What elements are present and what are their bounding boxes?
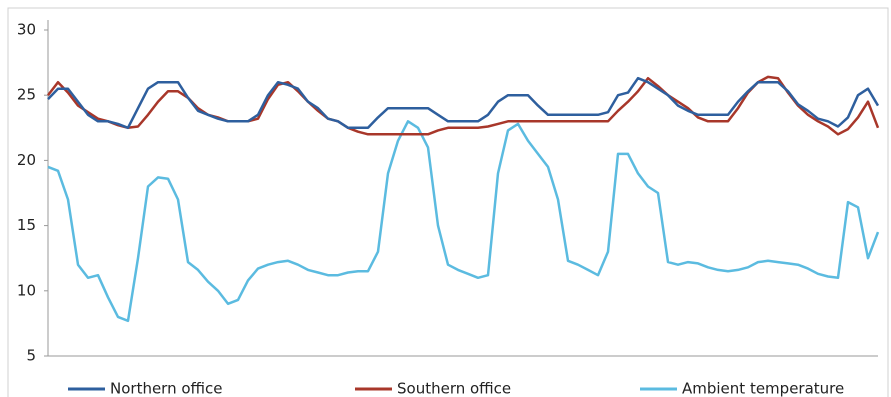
legend-label: Northern office xyxy=(110,380,223,397)
series-line xyxy=(47,76,880,130)
legend-label: Ambient temperature xyxy=(682,380,844,397)
y-tick-label: 20 xyxy=(17,151,36,169)
series-line xyxy=(47,120,880,323)
y-tick-label: 30 xyxy=(17,21,36,39)
chart-frame xyxy=(7,7,889,397)
y-tick-label: 10 xyxy=(17,281,36,299)
y-tick-label: 25 xyxy=(17,86,36,104)
y-tick-label: 15 xyxy=(17,216,36,234)
legend-label: Southern office xyxy=(397,380,511,397)
y-tick-label: 5 xyxy=(26,347,36,365)
